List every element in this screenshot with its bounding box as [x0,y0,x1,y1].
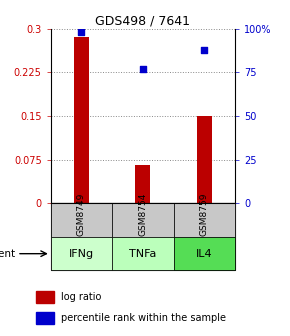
Bar [112,203,173,237]
Text: GSM8759: GSM8759 [200,193,209,236]
Point [202,47,206,52]
Bar [135,165,151,203]
Bar [173,203,235,237]
Bar [36,312,54,324]
Text: agent: agent [0,249,15,259]
Text: GSM8754: GSM8754 [138,193,147,236]
Bar [112,237,173,270]
Text: GSM8749: GSM8749 [77,193,86,236]
Text: log ratio: log ratio [61,292,102,302]
Text: TNFa: TNFa [129,249,157,259]
Bar [36,291,54,303]
Bar [197,116,212,203]
Bar [74,37,89,203]
Bar [51,203,112,237]
Text: IFNg: IFNg [69,249,94,259]
Point [79,29,84,35]
Title: GDS498 / 7641: GDS498 / 7641 [95,14,190,28]
Text: IL4: IL4 [196,249,213,259]
Bar [51,237,112,270]
Bar [173,237,235,270]
Text: percentile rank within the sample: percentile rank within the sample [61,313,226,323]
Point [140,66,145,72]
